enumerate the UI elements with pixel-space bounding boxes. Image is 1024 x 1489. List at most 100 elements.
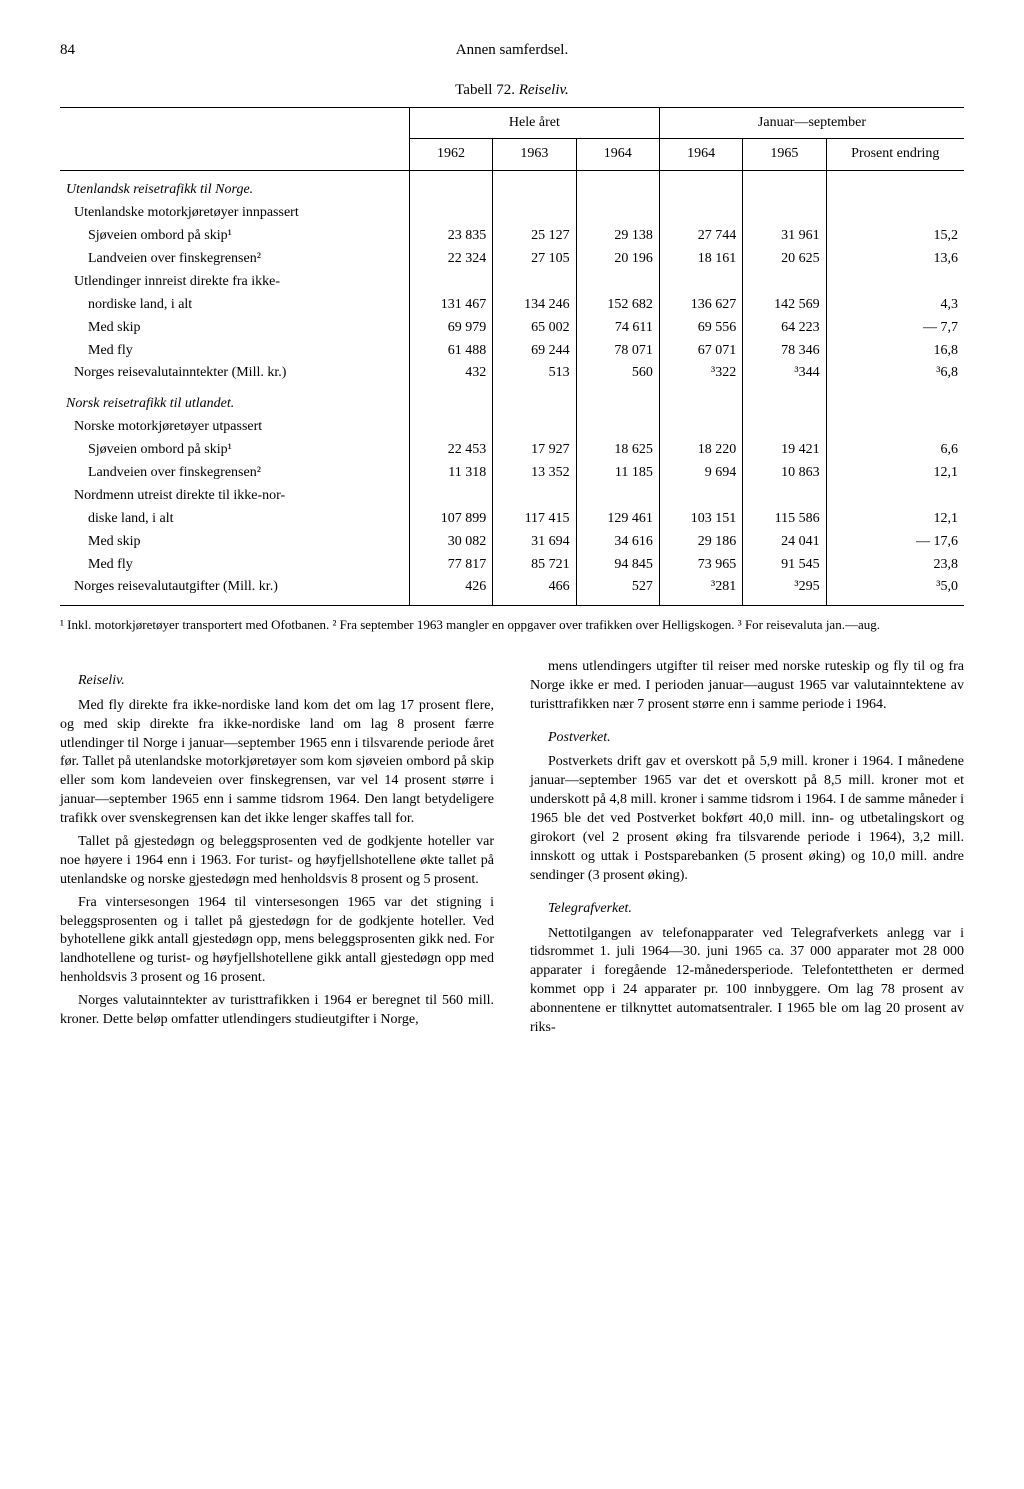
table-cell: 12,1	[826, 508, 964, 531]
table-cell: 152 682	[576, 294, 659, 317]
table-cell	[409, 271, 492, 294]
table-cell	[826, 271, 964, 294]
table-cell: ³295	[743, 576, 826, 605]
table-cell	[826, 485, 964, 508]
table-cell: 64 223	[743, 317, 826, 340]
header-group-2: Januar—september	[659, 107, 964, 139]
para: Postverkets drift gav et overskott på 5,…	[530, 753, 964, 885]
row-label: Sjøveien ombord på skip¹	[60, 439, 409, 462]
section-label: Norsk reisetrafikk til utlandet.	[60, 385, 409, 416]
table-body: Utenlandsk reisetrafikk til Norge.Utenla…	[60, 171, 964, 606]
left-column: Reiseliv. Med fly direkte fra ikke-nordi…	[60, 658, 494, 1042]
row-label: Norske motorkjøretøyer utpassert	[60, 416, 409, 439]
table-cell: 115 586	[743, 508, 826, 531]
para: Tallet på gjestedøgn og beleggsprosenten…	[60, 833, 494, 890]
table-cell: ³5,0	[826, 576, 964, 605]
table-cell	[493, 385, 576, 416]
row-label: Med skip	[60, 317, 409, 340]
table-cell: 67 071	[659, 340, 742, 363]
table-cell	[743, 485, 826, 508]
table-footnote: ¹ Inkl. motorkjøretøyer transportert med…	[60, 616, 964, 634]
para: mens utlendingers utgifter til reiser me…	[530, 658, 964, 715]
table-cell: 78 071	[576, 340, 659, 363]
page-header: 84 Annen samferdsel. 84	[60, 40, 964, 60]
header-blank	[60, 107, 409, 171]
caption-title: Reiseliv.	[519, 82, 569, 98]
table-cell: 9 694	[659, 462, 742, 485]
col-prosent: Prosent endring	[826, 139, 964, 171]
table-cell: ³6,8	[826, 362, 964, 385]
table-cell: 29 138	[576, 225, 659, 248]
table-cell: 19 421	[743, 439, 826, 462]
table-cell	[493, 485, 576, 508]
table-cell: 31 694	[493, 531, 576, 554]
header-group-1: Hele året	[409, 107, 659, 139]
col-1963: 1963	[493, 139, 576, 171]
row-label: Norges reisevalutautgifter (Mill. kr.)	[60, 576, 409, 605]
data-table: Hele året Januar—september 1962 1963 196…	[60, 107, 964, 607]
table-cell	[576, 171, 659, 202]
table-cell: 13 352	[493, 462, 576, 485]
table-cell: 432	[409, 362, 492, 385]
table-cell	[743, 202, 826, 225]
caption-prefix: Tabell 72.	[455, 82, 515, 98]
table-cell: 23 835	[409, 225, 492, 248]
table-cell	[659, 485, 742, 508]
row-label: Landveien over finskegrensen²	[60, 462, 409, 485]
col-1965: 1965	[743, 139, 826, 171]
table-cell: 65 002	[493, 317, 576, 340]
page-number: 84	[60, 40, 75, 60]
table-cell	[659, 202, 742, 225]
table-cell	[493, 171, 576, 202]
row-label: Landveien over finskegrensen²	[60, 248, 409, 271]
heading-postverket: Postverket.	[530, 729, 964, 748]
row-label: Utlendinger innreist direkte fra ikke-	[60, 271, 409, 294]
table-cell: 69 244	[493, 340, 576, 363]
table-cell	[409, 202, 492, 225]
table-cell	[659, 385, 742, 416]
table-cell	[493, 202, 576, 225]
table-cell: 94 845	[576, 554, 659, 577]
table-cell: 7,7	[826, 317, 964, 340]
table-cell: 466	[493, 576, 576, 605]
table-cell: 34 616	[576, 531, 659, 554]
table-cell	[826, 171, 964, 202]
table-cell: 69 979	[409, 317, 492, 340]
table-cell	[826, 202, 964, 225]
table-cell: 131 467	[409, 294, 492, 317]
table-cell: 78 346	[743, 340, 826, 363]
table-cell	[409, 416, 492, 439]
table-caption: Tabell 72. Reiseliv.	[60, 80, 964, 100]
table-cell: ³281	[659, 576, 742, 605]
table-cell: 27 105	[493, 248, 576, 271]
table-cell: 513	[493, 362, 576, 385]
table-cell: 103 151	[659, 508, 742, 531]
table-cell: 24 041	[743, 531, 826, 554]
table-cell: 27 744	[659, 225, 742, 248]
para: Nettotilgangen av telefonapparater ved T…	[530, 925, 964, 1038]
row-label: Norges reisevalutainntekter (Mill. kr.)	[60, 362, 409, 385]
table-cell	[826, 416, 964, 439]
table-cell: 527	[576, 576, 659, 605]
table-cell: 22 453	[409, 439, 492, 462]
table-cell	[493, 271, 576, 294]
row-label: Nordmenn utreist direkte til ikke-nor-	[60, 485, 409, 508]
table-cell	[409, 171, 492, 202]
table-cell: 12,1	[826, 462, 964, 485]
table-cell: 11 318	[409, 462, 492, 485]
table-cell: 85 721	[493, 554, 576, 577]
table-cell: 18 625	[576, 439, 659, 462]
table-cell: 117 415	[493, 508, 576, 531]
table-cell: 23,8	[826, 554, 964, 577]
row-label: Utenlandske motorkjøretøyer innpassert	[60, 202, 409, 225]
table-cell: 16,8	[826, 340, 964, 363]
table-cell: 18 161	[659, 248, 742, 271]
table-cell: 20 625	[743, 248, 826, 271]
table-cell: 31 961	[743, 225, 826, 248]
table-cell	[576, 485, 659, 508]
table-cell	[743, 171, 826, 202]
table-cell	[409, 385, 492, 416]
col-1964b: 1964	[659, 139, 742, 171]
table-cell: 4,3	[826, 294, 964, 317]
table-cell: 6,6	[826, 439, 964, 462]
